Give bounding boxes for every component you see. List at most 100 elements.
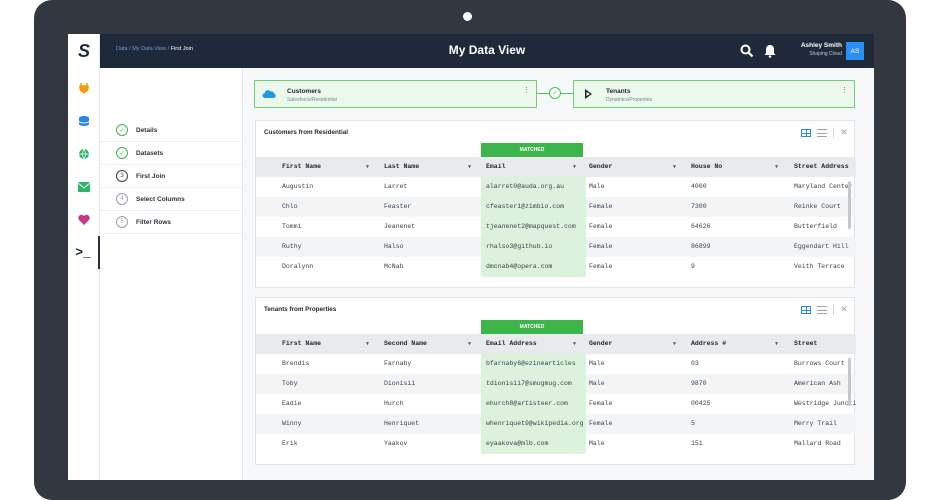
table-cell: bfarnaby6@ezinearticles: [486, 360, 576, 367]
step-number: 5: [116, 216, 128, 228]
view-toggle: ✕: [801, 304, 848, 315]
heart-icon[interactable]: [68, 203, 100, 236]
column-header[interactable]: Email Address: [486, 340, 537, 347]
app-logo: S: [77, 40, 90, 61]
sort-arrow-icon[interactable]: ▼: [573, 164, 577, 170]
table-row[interactable]: Eadie Hurch ehurch8@artisteer.com Female 004…: [256, 394, 856, 414]
table-cell: Female: [589, 203, 613, 210]
breadcrumb-data[interactable]: Data: [116, 46, 128, 52]
table-row[interactable]: Toby Dionisii tdionisii7@smugmug.com Male 98…: [256, 374, 856, 394]
step-datasets[interactable]: ✓ Datasets: [100, 142, 243, 165]
table-panel-tenants: Tenants from Properties ✕ MATCHED First …: [255, 297, 856, 465]
table-row[interactable]: Erik Yaakov eyaakova@mlb.com Male 151 Mallard…: [256, 434, 856, 454]
database-icon[interactable]: [68, 104, 100, 137]
table-row[interactable]: Doralynn McNab dmcnab4@opera.com Female 9 Vei…: [256, 257, 856, 277]
wizard-steps: ✓ Details ✓ Datasets 3 First Join 4 Select C…: [100, 68, 243, 480]
matched-column-band: [481, 157, 586, 177]
source-card-tenants[interactable]: Tenants Dynamics/Properties ⋮: [573, 80, 855, 108]
table-cell: Yaakov: [384, 440, 408, 447]
breadcrumb: Data / My Data View / First Join: [116, 46, 193, 52]
step-filter-rows[interactable]: 5 Filter Rows: [100, 211, 243, 234]
terminal-icon[interactable]: >_: [68, 236, 100, 269]
step-details[interactable]: ✓ Details: [100, 119, 243, 142]
grid-view-icon[interactable]: [801, 305, 812, 314]
column-header[interactable]: Last Name: [384, 163, 420, 170]
divider: [833, 127, 835, 138]
table-cell: 9: [691, 263, 695, 270]
column-header[interactable]: First Name: [282, 163, 322, 170]
breadcrumb-my-data-view[interactable]: My Data View: [132, 46, 167, 52]
table-cell: 4000: [691, 183, 707, 190]
more-icon[interactable]: ⋮: [523, 87, 530, 94]
page-title: My Data View: [448, 43, 526, 57]
table-cell: Winny: [282, 420, 302, 427]
bell-icon[interactable]: [764, 44, 776, 58]
column-header[interactable]: House No: [691, 163, 723, 170]
step-select-columns[interactable]: 4 Select Columns: [100, 188, 243, 211]
column-header[interactable]: Gender: [589, 163, 613, 170]
matched-column-band: [481, 374, 586, 394]
mail-icon[interactable]: [68, 170, 100, 203]
table-cell: Tommi: [282, 223, 302, 230]
column-header[interactable]: Email: [486, 163, 506, 170]
user-org: Shaping Cloud: [809, 51, 842, 57]
grid-view-icon[interactable]: [801, 128, 812, 137]
column-header[interactable]: Address #: [691, 340, 727, 347]
sort-arrow-icon[interactable]: ▼: [468, 341, 472, 347]
dynamics-icon: [585, 89, 592, 99]
source-name: Tenants: [606, 88, 631, 95]
list-view-icon[interactable]: [817, 305, 828, 314]
data-grid: First Name ▼ Last Name ▼ Email ▼ Gender ▼ House …: [256, 157, 856, 287]
source-card-customers[interactable]: Customers Salesforce/Residential ⋮: [254, 80, 537, 108]
search-icon[interactable]: [740, 44, 754, 58]
vertical-scrollbar[interactable]: [848, 181, 851, 229]
sort-arrow-icon[interactable]: ▼: [468, 164, 472, 170]
table-row[interactable]: Augustin Larret alarret0@auda.org.au Male 40…: [256, 177, 856, 197]
sort-arrow-icon[interactable]: ▼: [573, 341, 577, 347]
column-header[interactable]: First Name: [282, 340, 322, 347]
matched-column-band: [481, 257, 586, 277]
panel-title: Customers from Residential: [264, 129, 348, 136]
matched-badge: MATCHED: [481, 320, 583, 334]
table-cell: Mallard Road: [794, 440, 841, 447]
table-cell: Augustin: [282, 183, 314, 190]
table-cell: Merry Trail: [794, 420, 837, 427]
sort-arrow-icon[interactable]: ▼: [366, 341, 370, 347]
column-header[interactable]: Second Name: [384, 340, 427, 347]
column-header[interactable]: Gender: [589, 340, 613, 347]
table-cell: Feaster: [384, 203, 412, 210]
avatar[interactable]: AS: [846, 42, 864, 60]
step-label: Details: [136, 126, 158, 134]
sort-arrow-icon[interactable]: ▼: [673, 164, 677, 170]
column-header[interactable]: Street Address: [794, 163, 849, 170]
step-first-join[interactable]: 3 First Join: [100, 165, 243, 188]
table-row[interactable]: Ruthy Halso rhalso3@github.io Female 86899 Eg…: [256, 237, 856, 257]
table-cell: Male: [589, 440, 605, 447]
list-view-icon[interactable]: [817, 128, 828, 137]
table-cell: McNab: [384, 263, 404, 270]
more-icon[interactable]: ⋮: [841, 87, 848, 94]
table-row[interactable]: Chlo Feaster cfeaster1@zimbio.com Female 730…: [256, 197, 856, 217]
globe-icon[interactable]: [68, 137, 100, 170]
user-info[interactable]: Ashley Smith Shaping Cloud: [772, 42, 842, 57]
plug-icon[interactable]: [68, 71, 100, 104]
main-content: Customers Salesforce/Residential ⋮ ✓ Ten…: [243, 68, 874, 480]
source-name: Customers: [287, 88, 321, 95]
sort-arrow-icon[interactable]: ▼: [366, 164, 370, 170]
sort-arrow-icon[interactable]: ▼: [775, 164, 779, 170]
sort-arrow-icon[interactable]: ▼: [673, 341, 677, 347]
table-cell: Ruthy: [282, 243, 302, 250]
sort-arrow-icon[interactable]: ▼: [775, 341, 779, 347]
table-row[interactable]: Brendis Farnaby bfarnaby6@ezinearticles Mal…: [256, 354, 856, 374]
table-row[interactable]: Tommi Jeanenet tjeanenet2@mapquest.com Fema…: [256, 217, 856, 237]
column-header[interactable]: Street: [794, 340, 818, 347]
vertical-scrollbar[interactable]: [848, 358, 851, 406]
user-name: Ashley Smith: [800, 42, 842, 49]
breadcrumb-sep: /: [127, 46, 133, 52]
close-icon[interactable]: ✕: [840, 304, 848, 314]
table-cell: 9870: [691, 380, 707, 387]
table-row[interactable]: Winny Henriquet whenriquet9@wikipedia.org F…: [256, 414, 856, 434]
table-cell: tdionisii7@smugmug.com: [486, 380, 572, 387]
close-icon[interactable]: ✕: [840, 127, 848, 137]
join-link-line: [537, 93, 549, 94]
